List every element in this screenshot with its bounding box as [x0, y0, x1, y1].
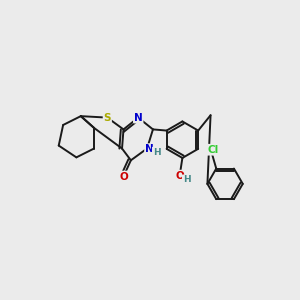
Text: O: O	[119, 172, 128, 182]
Text: H: H	[183, 175, 190, 184]
Text: Cl: Cl	[207, 145, 219, 155]
Text: S: S	[103, 112, 111, 123]
Text: N: N	[145, 144, 154, 154]
Text: H: H	[153, 148, 160, 157]
Text: N: N	[134, 112, 142, 123]
Text: O: O	[176, 171, 185, 181]
